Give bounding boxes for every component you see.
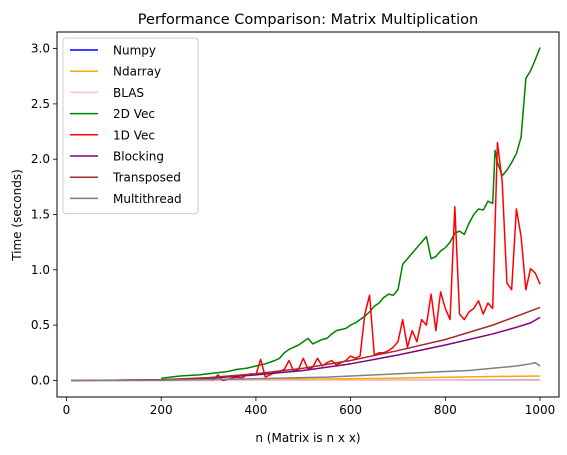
x-tick-label: 200	[150, 403, 173, 417]
x-tick-label: 1000	[525, 403, 556, 417]
legend-label-blas: BLAS	[113, 86, 144, 100]
plot-series-group	[71, 47, 541, 382]
x-tick-label: 0	[63, 403, 71, 417]
chart-title: Performance Comparison: Matrix Multiplic…	[138, 12, 478, 28]
legend-label-transposed: Transposed	[112, 171, 181, 185]
legend-label-2d-vec: 2D Vec	[113, 107, 155, 121]
y-tick-label: 1.5	[31, 208, 50, 222]
legend-label-numpy: Numpy	[113, 44, 156, 58]
y-axis: 0.0 0.5 1.0 1.5 2.0 2.5 3.0	[31, 42, 57, 387]
legend-label-ndarray: Ndarray	[113, 65, 161, 79]
legend: Numpy Ndarray BLAS 2D Vec 1D Vec Blocking Tran…	[62, 37, 199, 215]
legend-label-blocking: Blocking	[113, 150, 164, 164]
legend-label-multithread: Multithread	[113, 192, 182, 206]
x-tick-label: 800	[434, 403, 457, 417]
series-line-2d-vec	[161, 47, 541, 379]
legend-label-1d-vec: 1D Vec	[113, 128, 155, 142]
y-tick-label: 0.5	[31, 318, 50, 332]
x-tick-label: 600	[339, 403, 362, 417]
legend-frame	[62, 37, 199, 215]
y-tick-label: 3.0	[31, 42, 50, 56]
y-tick-label: 0.0	[31, 373, 50, 387]
y-axis-label: Time (seconds)	[10, 169, 24, 262]
x-tick-label: 400	[244, 403, 267, 417]
y-tick-label: 1.0	[31, 263, 50, 277]
y-tick-label: 2.0	[31, 152, 50, 166]
series-line-multithread	[71, 361, 541, 382]
x-axis: 0 200 400 600 800 1000	[63, 397, 556, 417]
x-axis-label: n (Matrix is n x x)	[255, 431, 360, 445]
y-tick-label: 2.5	[31, 97, 50, 111]
